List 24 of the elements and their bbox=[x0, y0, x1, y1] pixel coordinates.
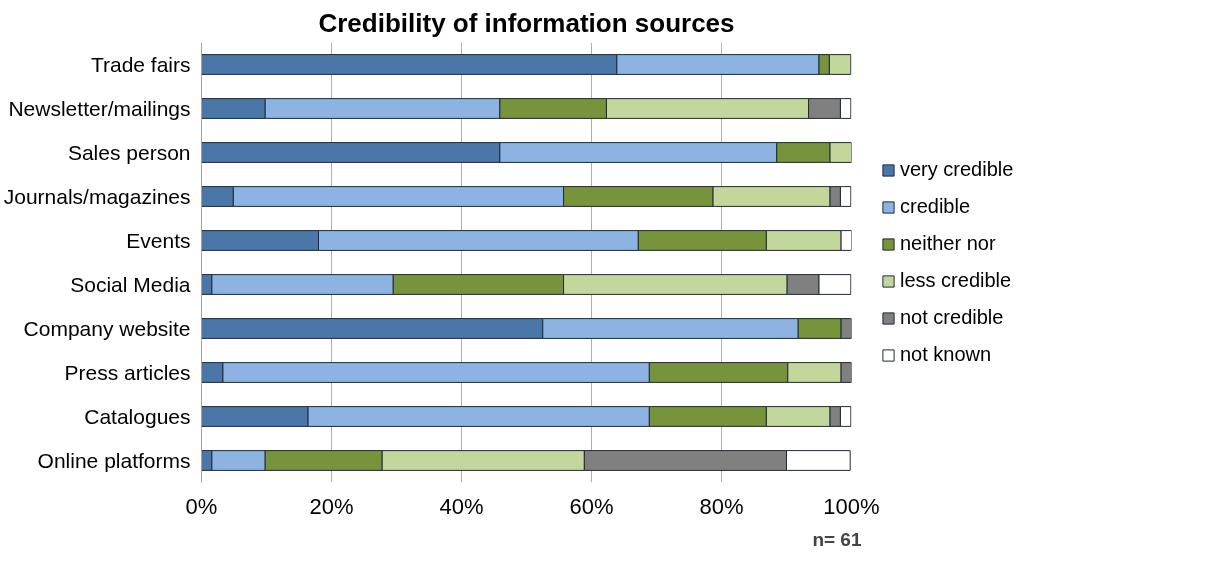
legend-label: not known bbox=[900, 343, 992, 366]
x-tick-label: 80% bbox=[699, 493, 744, 519]
y-tick-label: Sales person bbox=[67, 141, 191, 164]
chart-title: Credibility of information sources bbox=[318, 7, 735, 38]
y-tick-label: Catalogues bbox=[84, 405, 191, 428]
y-tick-label: Events bbox=[126, 229, 191, 252]
y-tick-label: Online platforms bbox=[37, 449, 191, 472]
x-tick-label: 40% bbox=[439, 493, 484, 519]
x-tick-label: 100% bbox=[823, 493, 880, 519]
y-tick-label: Newsletter/mailings bbox=[8, 97, 191, 120]
legend-label: not credible bbox=[900, 306, 1004, 329]
x-tick-label: 0% bbox=[185, 493, 218, 519]
y-tick-label: Trade fairs bbox=[90, 53, 191, 76]
y-tick-label: Social Media bbox=[70, 273, 191, 296]
text: n= 61 bbox=[812, 528, 862, 550]
y-tick-label: Company website bbox=[23, 317, 191, 340]
x-tick-label: 60% bbox=[569, 493, 614, 519]
legend-label: very credible bbox=[900, 158, 1014, 181]
legend-label: credible bbox=[900, 195, 971, 218]
y-tick-label: Press articles bbox=[64, 361, 191, 384]
x-tick-label: 20% bbox=[309, 493, 354, 519]
y-tick-label: Journals/magazines bbox=[3, 185, 191, 208]
legend-label: neither nor bbox=[900, 232, 996, 255]
legend-label: less credible bbox=[900, 269, 1012, 292]
